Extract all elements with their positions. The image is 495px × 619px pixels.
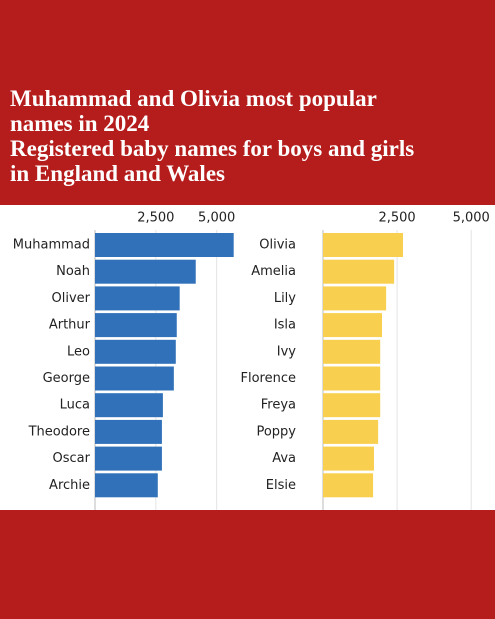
title: Muhammad and Olivia most popular names i… [10, 86, 377, 136]
chart-panel: 2,500 5,000 Muhammad Noah Oliver Arthur Leo Geo… [0, 205, 495, 513]
x-tick-label: 5,000 [453, 211, 490, 226]
bar [95, 313, 177, 338]
y-tick-label: Theodore [28, 424, 90, 439]
bar [323, 393, 381, 418]
bar [323, 313, 382, 338]
y-tick-label: Arthur [49, 318, 91, 333]
x-tick-label: 2,500 [137, 211, 174, 226]
bar [95, 366, 174, 391]
chart: 2,500 5,000 Muhammad Noah Oliver Arthur Leo Geo… [13, 211, 490, 513]
y-tick-label: Florence [241, 371, 297, 386]
y-tick-label: Freya [261, 398, 296, 413]
header: Muhammad and Olivia most popular names i… [10, 86, 430, 186]
bar [95, 233, 234, 257]
bar [95, 446, 162, 471]
y-tick-label: Isla [274, 318, 296, 333]
y-tick-label: Ava [272, 451, 296, 466]
y-tick-label: Poppy [256, 424, 296, 439]
x-tick-label: 5,000 [198, 211, 235, 226]
bar [323, 259, 395, 284]
bar [95, 473, 158, 498]
y-tick-label: Archie [49, 478, 90, 493]
bar [323, 233, 404, 257]
y-tick-label: Ivy [277, 344, 297, 359]
bar [323, 446, 374, 471]
bar [323, 339, 381, 364]
bar [95, 339, 176, 364]
y-tick-label: Lily [274, 291, 296, 306]
x-tick-label: 2,500 [378, 211, 415, 226]
y-tick-label: George [43, 371, 90, 386]
y-tick-label: Olivia [259, 238, 296, 253]
bar [323, 419, 379, 444]
subtitle: Registered baby names for boys and girls… [10, 136, 415, 186]
y-tick-label: Oscar [53, 451, 91, 466]
y-tick-label: Leo [67, 344, 90, 359]
y-tick-label: Amelia [251, 264, 296, 279]
bar [323, 366, 381, 391]
bar [95, 393, 163, 418]
y-tick-label: Noah [56, 264, 90, 279]
y-tick-label: Elsie [266, 478, 296, 493]
bar [323, 286, 387, 311]
bar [323, 473, 374, 498]
y-tick-label: Muhammad [13, 238, 90, 253]
y-tick-label: Oliver [52, 291, 91, 306]
bar [95, 419, 162, 444]
bar [95, 259, 196, 284]
bar [95, 286, 180, 311]
y-tick-label: Luca [60, 398, 90, 413]
